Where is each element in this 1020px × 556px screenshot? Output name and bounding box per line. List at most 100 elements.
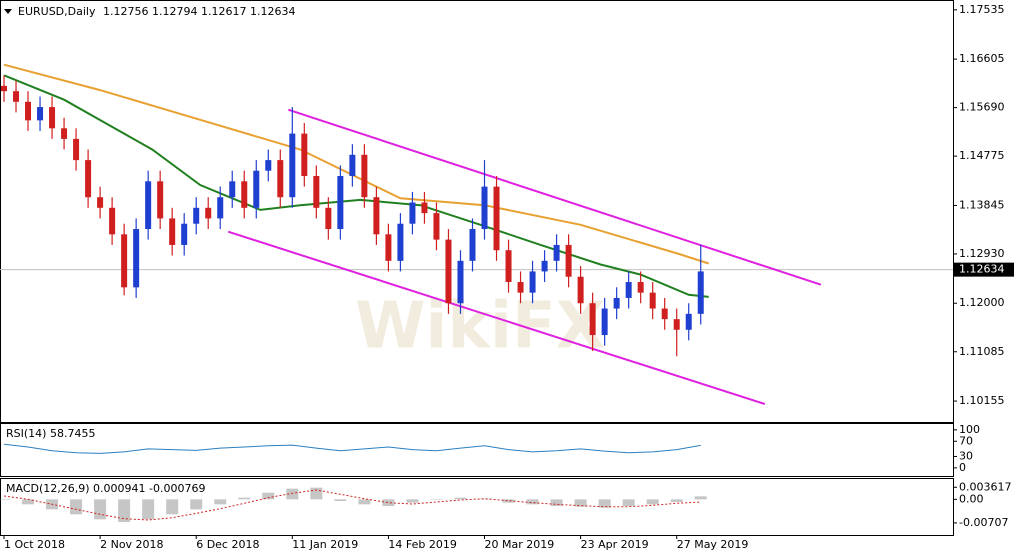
macd-histogram-bar — [382, 499, 395, 506]
rsi-label: RSI(14) 58.7455 — [6, 427, 95, 440]
macd-signal-value: -0.000769 — [149, 482, 205, 495]
macd-histogram-bar — [286, 488, 299, 500]
x-tick-label: 1 Oct 2018 — [4, 538, 65, 551]
macd-histogram-bar — [334, 499, 347, 501]
candle-body — [313, 176, 320, 208]
y-tick-label: 0.003617 — [959, 480, 1012, 493]
candle-body — [421, 202, 428, 214]
last-price-label: 1.12634 — [959, 263, 1005, 276]
candle-body — [649, 292, 656, 309]
candle-body — [145, 181, 152, 230]
rsi-line — [3, 443, 701, 454]
candle-body — [157, 181, 164, 219]
candle-body — [73, 138, 80, 161]
x-tick-label: 2 Nov 2018 — [100, 538, 163, 551]
candle-body — [205, 207, 212, 219]
y-tick-label: 1.14775 — [959, 149, 1005, 162]
candle-body — [109, 207, 116, 235]
macd-panel-border — [0, 478, 954, 536]
y-tick-label: 1.12000 — [959, 296, 1005, 309]
chart-header: EURUSD,Daily 1.12756 1.12794 1.12617 1.1… — [18, 5, 295, 18]
candle-body — [505, 250, 512, 283]
candle-body — [133, 229, 140, 288]
macd-histogram-bar — [646, 499, 659, 505]
candle-body — [85, 160, 92, 198]
candle-body — [529, 271, 536, 293]
candle-body — [589, 303, 596, 336]
macd-histogram-bar — [238, 497, 251, 500]
y-tick-label: 1.10155 — [959, 394, 1005, 407]
channel-line — [287, 108, 822, 286]
macd-histogram-bar — [70, 499, 83, 515]
candle-body — [301, 133, 308, 177]
candle-body — [433, 213, 440, 240]
menu-arrow — [4, 9, 12, 14]
x-tick-label: 11 Jan 2019 — [292, 538, 358, 551]
macd-histogram-bar — [406, 499, 419, 503]
candle-body — [697, 271, 704, 314]
candle-body — [361, 154, 368, 198]
last-price-box — [954, 262, 1014, 277]
macd-histogram-bar — [670, 499, 683, 502]
candle-body — [289, 133, 296, 198]
moving-average — [3, 63, 710, 265]
candle-body — [481, 186, 488, 230]
candle-body — [241, 181, 248, 208]
macd-histogram-bar — [478, 498, 491, 500]
candle-body — [169, 218, 176, 245]
candle-body — [121, 234, 128, 288]
macd-histogram-bar — [550, 499, 563, 506]
candle-body — [445, 239, 452, 304]
y-tick-label: 1.17535 — [959, 3, 1005, 16]
candle-body — [25, 101, 32, 121]
macd-histogram-bar — [358, 499, 371, 505]
header-low: 1.12617 — [201, 5, 247, 18]
candle-body — [385, 234, 392, 261]
candle-body — [553, 244, 560, 261]
candle-body — [493, 186, 500, 251]
candle-body — [229, 181, 236, 198]
y-tick-label: 100 — [959, 423, 980, 436]
macd-histogram-bar — [214, 499, 227, 505]
candle-body — [37, 107, 44, 121]
header-open: 1.12756 — [103, 5, 149, 18]
macd-histogram-bar — [166, 499, 179, 515]
candle-body — [457, 260, 464, 304]
macd-label: MACD(12,26,9) 0.000941 -0.000769 — [6, 482, 206, 495]
candle-body — [337, 176, 344, 230]
macd-histogram-bar — [94, 499, 107, 520]
rsi-title: RSI(14) — [6, 427, 46, 440]
candle-body — [577, 276, 584, 304]
macd-histogram-bar — [430, 499, 443, 500]
macd-histogram-bar — [574, 499, 587, 507]
x-tick-label: 27 May 2019 — [677, 538, 749, 551]
y-tick-label: 1.13845 — [959, 198, 1005, 211]
price-panel-border — [0, 0, 954, 423]
macd-value: 0.000941 — [93, 482, 146, 495]
candle-body — [517, 282, 524, 293]
macd-histogram-bar — [262, 492, 275, 500]
candle-body — [181, 223, 188, 245]
y-tick-label: 0.00 — [959, 492, 984, 505]
candle-body — [1, 85, 8, 92]
candle-body — [265, 160, 272, 171]
candle-body — [601, 308, 608, 336]
candle-body — [469, 229, 476, 261]
candle-body — [409, 202, 416, 224]
candle-body — [49, 107, 56, 129]
x-tick-label: 6 Dec 2018 — [196, 538, 259, 551]
macd-histogram-bar — [526, 499, 539, 505]
macd-histogram-bar — [118, 499, 131, 522]
y-tick-label: 1.15690 — [959, 101, 1005, 114]
y-tick-label: 30 — [959, 449, 973, 462]
macd-histogram-bar — [598, 499, 611, 508]
y-tick-label: 1.12930 — [959, 247, 1005, 260]
y-tick-label: 1.11085 — [959, 345, 1005, 358]
header-high: 1.12794 — [152, 5, 198, 18]
macd-histogram-bar — [454, 497, 467, 500]
candle-body — [253, 170, 260, 208]
macd-histogram-bar — [22, 499, 35, 505]
macd-histogram-bar — [142, 499, 155, 520]
y-tick-label: 70 — [959, 434, 973, 447]
